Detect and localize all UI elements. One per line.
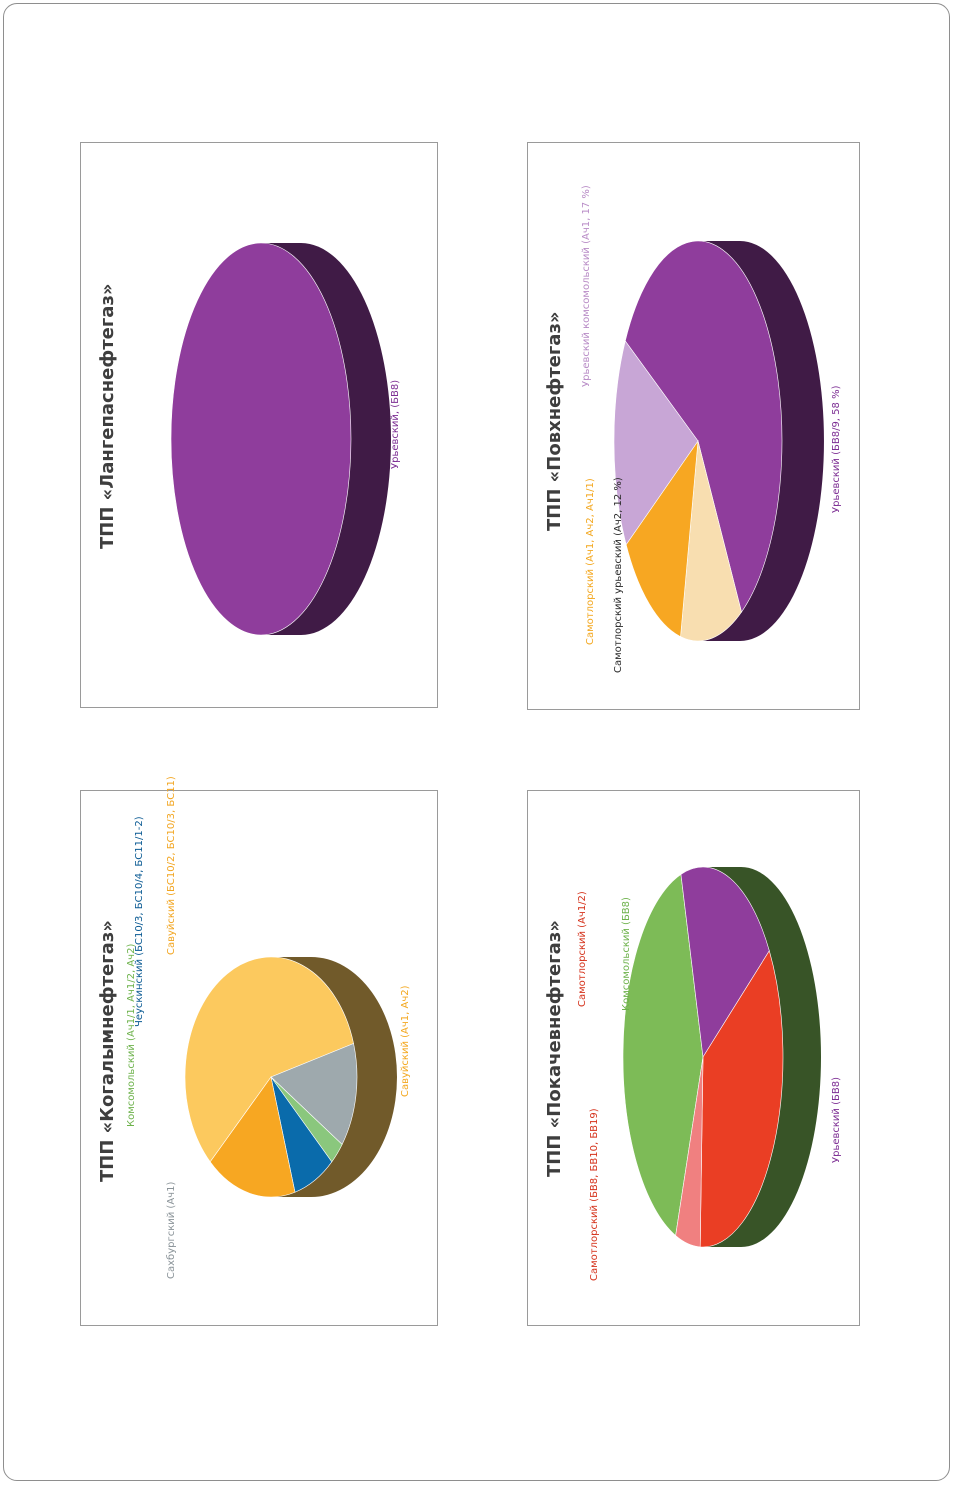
label-savuysky-ach: Савуйский (Ач1, Ач2) <box>400 985 411 1097</box>
pie-pokachi <box>622 866 821 1248</box>
label-samotlorsky-povkh: Самотлорский (Ач1, Ач2, Ач1/1) <box>585 478 596 645</box>
pie-slice-0-4 <box>209 1076 296 1198</box>
pie-slice-2-3 <box>675 1056 704 1248</box>
chart-panel-kogalym: ТПП «Когалымнефтегаз» Сахбургский (Ач1) … <box>80 776 438 1326</box>
label-savuysky-bs: Савуйский (БС10/2, БС10/3, БС11) <box>166 776 177 955</box>
pie-slice-2-2 <box>699 950 784 1248</box>
label-samotlor-urievsky: Самотлорский урьевский (Ач2, 12 %) <box>613 477 624 673</box>
pie-slice-2-0 <box>622 873 704 1237</box>
label-komsomolsky-p: Комсомольский (БВ8) <box>621 897 632 1011</box>
pie-slice-3-2 <box>625 439 699 638</box>
label-cheuskinsky: Чеускинский (БС10/3, БС10/4, БС11/1-2) <box>134 816 145 1027</box>
pie-langepas <box>170 242 391 636</box>
pie-slice-0-1 <box>270 1043 358 1145</box>
pie-slice-2-1 <box>680 866 770 1058</box>
pie-slice-1-0 <box>170 242 352 636</box>
pie-slice-3-3 <box>613 340 699 546</box>
chart-panel-povkh: ТПП «Повхнефтегаз» Самотлорский урьевски… <box>527 142 860 710</box>
label-samotlorsky-ach: Самотлорский (Ач1/2) <box>577 891 588 1007</box>
chart-panel-pokachi: ТПП «Покачевнефтегаз» Самотлорский (БВ8,… <box>527 790 860 1326</box>
pie-slice-0-0 <box>184 956 354 1163</box>
label-urievsky-p: Урьевский (БВ8) <box>831 1077 842 1163</box>
pie-side-2 <box>703 867 821 1247</box>
page-frame <box>3 3 950 1481</box>
pie-slice-3-1 <box>680 440 742 642</box>
pie-povkh <box>613 240 824 642</box>
label-urievsky-povkh: Урьевский (БВ8/9, 58 %) <box>831 385 842 513</box>
pie-side-3 <box>698 241 824 641</box>
label-urievsky-l: Урьевский, (БВ8) <box>390 379 401 469</box>
label-samotlorsky-bv: Самотлорский (БВ8, БВ10, БВ19) <box>589 1108 600 1281</box>
label-sakhburgsky: Сахбургский (Ач1) <box>166 1181 177 1279</box>
pie-side-0 <box>271 957 397 1197</box>
label-urievsky-komsomolsky: Урьевский комсомольский (Ач1, 17 %) <box>581 185 592 387</box>
pie-kogalym <box>184 956 397 1198</box>
pie-side-1 <box>261 243 391 635</box>
pie-slice-3-0 <box>624 240 783 613</box>
chart-panel-langepas: ТПП «Лангепаснефтегаз» Урьевский, (БВ8) <box>80 142 438 708</box>
